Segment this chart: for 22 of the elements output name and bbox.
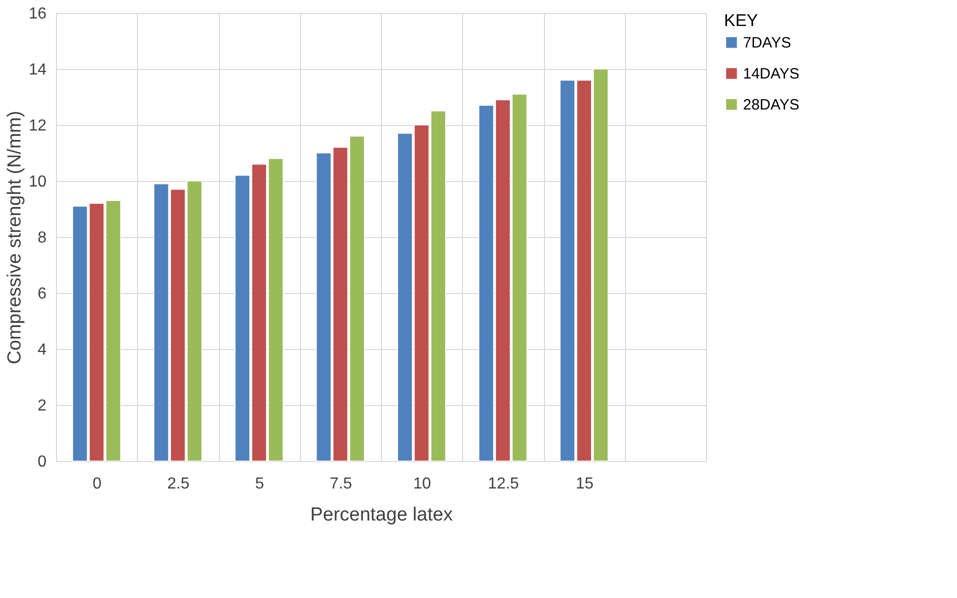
y-tick-label: 14 <box>28 62 47 78</box>
y-tick-label: 10 <box>28 174 47 190</box>
y-tick-label: 0 <box>38 454 47 470</box>
x-tick-label: 12.5 <box>488 476 520 492</box>
y-tick-label: 16 <box>28 6 47 22</box>
x-tick-label: 10 <box>413 476 432 492</box>
y-tick-label: 8 <box>38 230 47 246</box>
legend-label: 14DAYS <box>743 66 800 82</box>
legend-label: 28DAYS <box>743 96 800 114</box>
y-tick-label: 2 <box>38 398 47 414</box>
y-tick-label: 6 <box>38 286 47 302</box>
legend-title: KEY <box>724 11 758 30</box>
y-tick-label: 12 <box>28 118 47 134</box>
x-tick-label: 5 <box>255 476 264 492</box>
x-tick-label: 15 <box>576 476 594 492</box>
x-tick-label: 0 <box>92 476 102 492</box>
y-tick-label: 4 <box>38 342 47 358</box>
legend-label: 7DAYS <box>743 34 792 52</box>
x-tick-label: 2.5 <box>167 476 190 492</box>
x-tick-label: 7.5 <box>330 476 352 492</box>
y-axis-title: Compressive strenght (N/mm) <box>4 110 26 364</box>
x-axis-title: Percentage latex <box>310 504 454 526</box>
